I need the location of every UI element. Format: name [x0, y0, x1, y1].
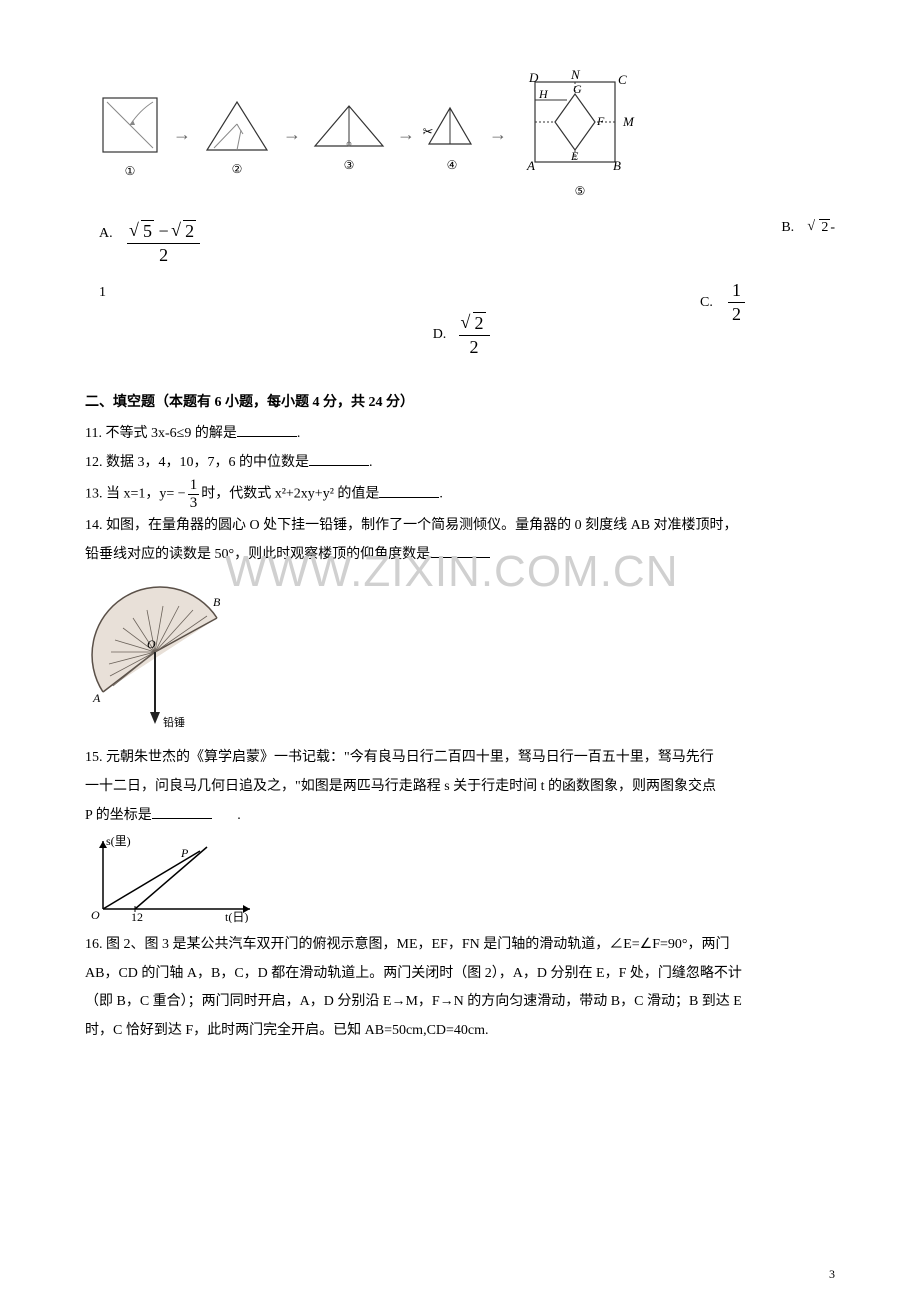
fold-step-3: ③: [309, 96, 389, 173]
fold-step-1: ①: [95, 90, 165, 179]
option-d-expr: 2 2: [459, 311, 490, 359]
q12: 12. 数据 3，4，10，7，6 的中位数是.: [85, 450, 835, 477]
svg-text:M: M: [622, 114, 635, 129]
q16-line3: （即 B，C 重合）；两门同时开启，A，D 分别沿 E→M，F→N 的方向匀速滑…: [85, 989, 835, 1016]
paper-fold-figure: ① → ② → ③ → ✂: [95, 70, 835, 199]
blank[interactable]: [152, 804, 212, 819]
q16-line2: AB，CD 的门轴 A，B，C，D 都在滑动轨道上。两门关闭时（图 2），A，D…: [85, 961, 835, 988]
svg-text:O: O: [147, 637, 156, 651]
q16-line4: 时，C 恰好到达 F，此时两门完全开启。已知 AB=50cm,CD=40cm.: [85, 1018, 835, 1045]
q15-line1: 15. 元朝朱世杰的《算学启蒙》一书记载："今有良马日行二百四十里，驽马日行一百…: [85, 745, 835, 772]
svg-text:E: E: [570, 149, 579, 163]
q14-figure: A O B 铅锤: [85, 574, 835, 739]
q15-line3: P 的坐标是 .: [85, 803, 835, 830]
option-b-tail: 1 C. 1 2: [99, 285, 835, 301]
svg-text:A: A: [92, 691, 101, 705]
q10-options: A. 5 − 2 2 B. 2- 1 C. 1 2: [85, 219, 835, 369]
fold-step-5: D N C G H F M E A B ⑤: [515, 70, 645, 199]
svg-text:s(里): s(里): [106, 834, 131, 848]
fold-step-4: ✂ ④: [423, 96, 481, 173]
svg-text:C: C: [618, 72, 627, 87]
option-c: C. 1 2: [700, 279, 745, 326]
q14-line1: 14. 如图，在量角器的圆心 O 处下挂一铅锤，制作了一个简易测倾仪。量角器的 …: [85, 513, 835, 540]
step-label-2: ②: [232, 162, 243, 177]
step-label-5: ⑤: [575, 184, 586, 199]
svg-text:✂: ✂: [423, 124, 433, 139]
arrow-icon: →: [397, 124, 415, 145]
svg-text:t(日): t(日): [225, 910, 248, 923]
page-number: 3: [829, 1267, 835, 1282]
arrow-icon: →: [173, 124, 191, 145]
step-label-1: ①: [125, 164, 136, 179]
svg-text:铅锤: 铅锤: [163, 715, 185, 729]
option-d-label: D.: [431, 327, 449, 343]
blank[interactable]: [237, 422, 297, 437]
svg-text:N: N: [570, 70, 581, 82]
option-c-label: C.: [700, 295, 718, 311]
svg-text:12: 12: [131, 910, 143, 923]
option-a-expr: 5 − 2 2: [127, 219, 200, 267]
arrow-icon: →: [283, 124, 301, 145]
blank[interactable]: [430, 543, 490, 558]
q14-line2: 铅垂线对应的读数是 50°，则此时观察楼顶的仰角度数是 . WWW.ZIXIN.…: [85, 542, 835, 569]
option-c-expr: 1 2: [728, 279, 745, 326]
option-a-label: A.: [99, 226, 117, 242]
svg-text:H: H: [538, 87, 549, 101]
q13: 13. 当 x=1，y= −13时，代数式 x²+2xy+y² 的值是.: [85, 478, 835, 511]
fold-step-2: ②: [199, 92, 275, 177]
svg-text:B: B: [613, 158, 621, 173]
svg-text:A: A: [526, 158, 535, 173]
step-label-3: ③: [344, 158, 355, 173]
section-2-title: 二、填空题（本题有 6 小题，每小题 4 分，共 24 分）: [85, 391, 835, 411]
option-a: A. 5 − 2 2 B. 2-: [99, 219, 835, 267]
svg-text:P: P: [180, 846, 189, 860]
svg-text:O: O: [91, 908, 100, 922]
q15-line2: 一十二日，问良马几何日追及之，"如图是两匹马行走路程 s 关于行走时间 t 的函…: [85, 774, 835, 801]
option-b-label: B.: [781, 220, 799, 236]
blank[interactable]: [379, 483, 439, 498]
svg-text:G: G: [573, 82, 582, 96]
q11: 11. 不等式 3x-6≤9 的解是.: [85, 421, 835, 448]
arrow-icon: →: [489, 124, 507, 145]
q16-line1: 16. 图 2、图 3 是某公共汽车双开门的俯视示意图，ME，EF，FN 是门轴…: [85, 932, 835, 959]
blank[interactable]: [309, 451, 369, 466]
svg-text:F: F: [596, 114, 605, 128]
option-b: B. 2-: [781, 219, 835, 236]
step-label-4: ④: [447, 158, 458, 173]
q15-figure: s(里) t(日) 12 P O: [85, 833, 835, 928]
svg-text:B: B: [213, 595, 221, 609]
svg-text:D: D: [528, 70, 539, 85]
